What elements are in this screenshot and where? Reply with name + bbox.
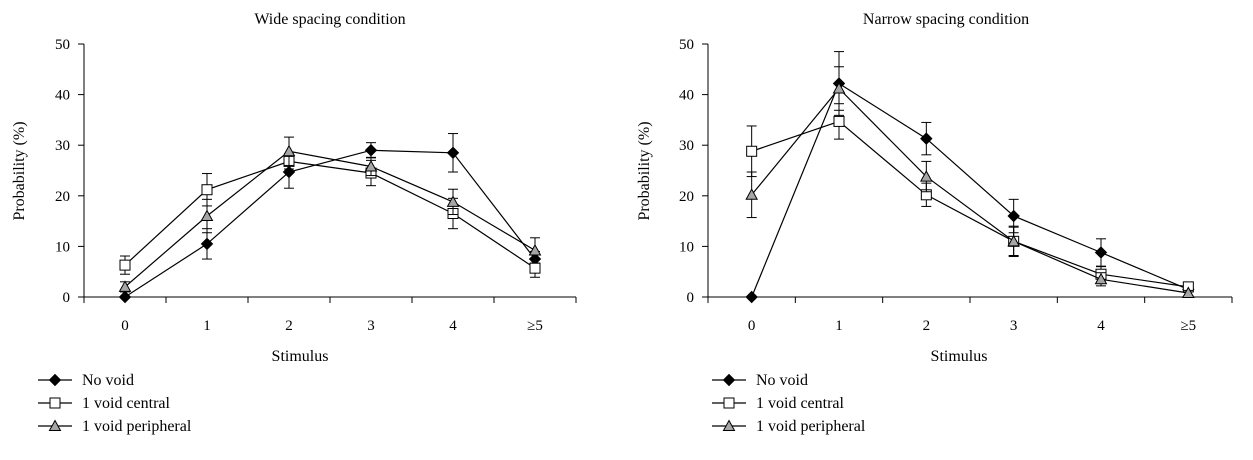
data-point-no-void <box>364 144 378 157</box>
data-point-no-void <box>920 132 933 145</box>
data-point-central <box>119 259 131 271</box>
y-tick-label: 30 <box>679 138 694 154</box>
y-tick-label: 40 <box>679 88 694 104</box>
series-peripheral <box>745 66 1195 298</box>
y-tick-label: 30 <box>55 138 70 154</box>
x-tick-label: 0 <box>121 318 129 334</box>
legend-marker <box>722 419 736 431</box>
x-tick-label: 3 <box>1010 318 1018 334</box>
chart-title: Wide spacing condition <box>254 11 405 28</box>
legend-item-no-void: No void <box>38 372 134 389</box>
data-point-no-void <box>446 146 460 159</box>
y-axis-label: Probability (%) <box>636 121 653 220</box>
chart-title: Narrow spacing condition <box>863 11 1029 28</box>
data-point-central <box>201 184 213 196</box>
x-tick-label: 3 <box>367 318 375 334</box>
data-point-peripheral <box>1181 286 1195 298</box>
data-point-peripheral <box>1007 234 1021 247</box>
legend-item-peripheral: 1 void peripheral <box>38 418 192 435</box>
data-point-peripheral <box>118 280 132 292</box>
y-tick-label: 20 <box>55 189 70 205</box>
x-tick-label: 0 <box>748 318 756 334</box>
chart-narrow-spacing: Narrow spacing condition Probability (%)… <box>636 11 1233 435</box>
data-point-no-void <box>200 237 214 251</box>
data-point-peripheral <box>282 144 296 157</box>
legend-marker <box>723 397 735 409</box>
data-point-central <box>529 262 541 274</box>
legend-marker <box>48 419 62 431</box>
data-point-no-void <box>745 290 758 304</box>
plot-area: 0 10 20 30 40 50 0 1 2 3 4 ≥5 <box>679 37 1233 334</box>
legend-item-no-void: No void <box>712 372 808 389</box>
series-no-void <box>745 51 1195 304</box>
legend-item-central: 1 void central <box>38 395 171 412</box>
y-tick-label: 50 <box>679 37 694 53</box>
x-tick-label: ≥5 <box>1180 318 1196 334</box>
series-line-peripheral <box>124 150 536 288</box>
y-tick-label: 10 <box>55 239 70 255</box>
legend-marker <box>48 373 62 387</box>
series-line-no-void <box>124 149 536 298</box>
data-point-peripheral <box>919 170 933 182</box>
data-point-no-void <box>118 290 132 304</box>
x-tick-label: 4 <box>1097 318 1105 334</box>
data-point-peripheral <box>1094 272 1108 285</box>
data-point-no-void <box>1007 209 1020 223</box>
series-line-central <box>124 160 536 269</box>
x-tick-label: 1 <box>835 318 843 334</box>
y-tick-label: 0 <box>63 290 71 306</box>
legend: No void 1 void central 1 void peripheral <box>38 372 192 435</box>
legend: No void 1 void central 1 void peripheral <box>712 372 866 435</box>
data-point-peripheral <box>528 243 542 256</box>
y-tick-label: 20 <box>679 189 694 205</box>
chart-wide-spacing: Wide spacing condition Probability (%) S… <box>11 11 577 435</box>
series-line-peripheral <box>751 87 1189 294</box>
y-tick-label: 50 <box>55 37 70 53</box>
series-peripheral <box>118 136 542 293</box>
data-point-no-void <box>1094 246 1108 259</box>
y-tick-label: 0 <box>687 290 695 306</box>
series-line-no-void <box>751 82 1189 298</box>
legend-marker <box>49 397 61 409</box>
legend-label: 1 void peripheral <box>756 418 866 435</box>
legend-label: No void <box>82 372 134 389</box>
x-axis-label: Stimulus <box>931 348 988 365</box>
x-tick-label: 1 <box>203 318 211 334</box>
data-point-peripheral <box>446 195 460 207</box>
x-tick-label: 2 <box>923 318 931 334</box>
legend-item-central: 1 void central <box>712 395 845 412</box>
y-tick-label: 40 <box>55 88 70 104</box>
plot-area: 0 10 20 30 40 50 0 1 2 3 4 ≥5 <box>55 37 577 334</box>
legend-marker <box>722 373 736 387</box>
y-tick-label: 10 <box>679 239 694 255</box>
data-point-peripheral <box>832 81 846 94</box>
legend-label: 1 void central <box>82 395 171 412</box>
legend-item-peripheral: 1 void peripheral <box>712 418 866 435</box>
data-point-central <box>746 145 758 157</box>
data-point-peripheral <box>200 209 214 222</box>
legend-label: No void <box>756 372 808 389</box>
x-axis-label: Stimulus <box>272 348 329 365</box>
y-axis-label: Probability (%) <box>11 121 28 220</box>
data-point-peripheral <box>364 159 378 172</box>
data-point-peripheral <box>745 188 759 200</box>
x-tick-label: 2 <box>285 318 293 334</box>
x-tick-label: 4 <box>449 318 457 334</box>
legend-label: 1 void central <box>756 395 845 412</box>
data-point-central <box>833 115 845 127</box>
series-line-central <box>751 120 1189 288</box>
legend-label: 1 void peripheral <box>82 418 192 435</box>
x-tick-label: ≥5 <box>527 318 543 334</box>
